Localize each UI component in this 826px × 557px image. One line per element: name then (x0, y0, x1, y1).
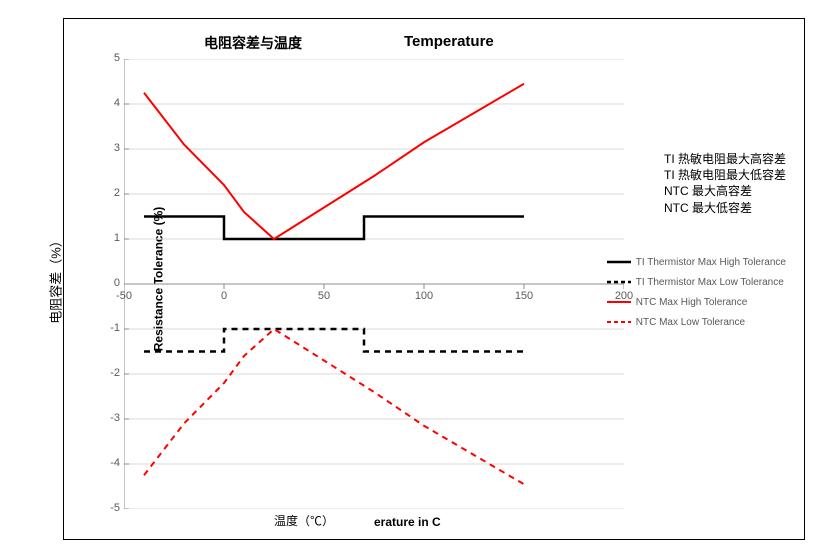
y-tick-label: 5 (96, 52, 120, 64)
legend-swatch-icon (606, 275, 632, 289)
plot-svg (124, 59, 624, 509)
y-tick-label: 2 (96, 187, 120, 199)
y-tick-label: -5 (96, 502, 120, 514)
legend-cn: TI 热敏电阻最大高容差TI 热敏电阻最大低容差NTC 最大高容差NTC 最大低… (664, 151, 786, 216)
legend-cn-item: NTC 最大低容差 (664, 200, 786, 216)
chart-box: 电阻容差与温度 Temperature Resistance Tolerance… (63, 18, 805, 540)
y-axis-outer-label: 电阻容差（%） (45, 234, 64, 324)
plot-area (124, 59, 624, 509)
x-tick-label: 100 (409, 290, 439, 302)
y-tick-label: -4 (96, 457, 120, 469)
x-tick-label: -50 (109, 290, 139, 302)
y-tick-label: 3 (96, 142, 120, 154)
legend-en: TI Thermistor Max High Tolerance TI Therm… (606, 255, 786, 335)
y-tick-label: -3 (96, 412, 120, 424)
y-tick-label: 4 (96, 97, 120, 109)
y-tick-label: 0 (96, 277, 120, 289)
legend-en-label: NTC Max High Tolerance (636, 297, 748, 308)
legend-en-item: NTC Max High Tolerance (606, 295, 786, 309)
x-tick-label: 150 (509, 290, 539, 302)
chart-title-en: Temperature (404, 33, 494, 50)
y-tick-label: -1 (96, 322, 120, 334)
legend-en-label: TI Thermistor Max High Tolerance (636, 257, 786, 268)
x-axis-label-cn: 温度（℃） (274, 512, 334, 529)
legend-en-label: NTC Max Low Tolerance (636, 317, 745, 328)
legend-en-item: TI Thermistor Max Low Tolerance (606, 275, 786, 289)
legend-en-item: NTC Max Low Tolerance (606, 315, 786, 329)
legend-en-label: TI Thermistor Max Low Tolerance (636, 277, 784, 288)
legend-swatch-icon (606, 315, 632, 329)
y-tick-label: -2 (96, 367, 120, 379)
x-axis-label-en: erature in C (374, 515, 441, 529)
chart-title-cn: 电阻容差与温度 (204, 33, 302, 53)
legend-cn-item: NTC 最大高容差 (664, 183, 786, 199)
y-tick-label: 1 (96, 232, 120, 244)
legend-swatch-icon (606, 255, 632, 269)
legend-swatch-icon (606, 295, 632, 309)
legend-cn-item: TI 热敏电阻最大高容差 (664, 151, 786, 167)
series-line (144, 329, 524, 352)
x-tick-label: 50 (309, 290, 339, 302)
legend-en-item: TI Thermistor Max High Tolerance (606, 255, 786, 269)
x-tick-label: 0 (209, 290, 239, 302)
series-line (144, 217, 524, 240)
chart-container: 电阻容差（%） 电阻容差与温度 Temperature Resistance T… (10, 10, 816, 547)
legend-cn-item: TI 热敏电阻最大低容差 (664, 167, 786, 183)
